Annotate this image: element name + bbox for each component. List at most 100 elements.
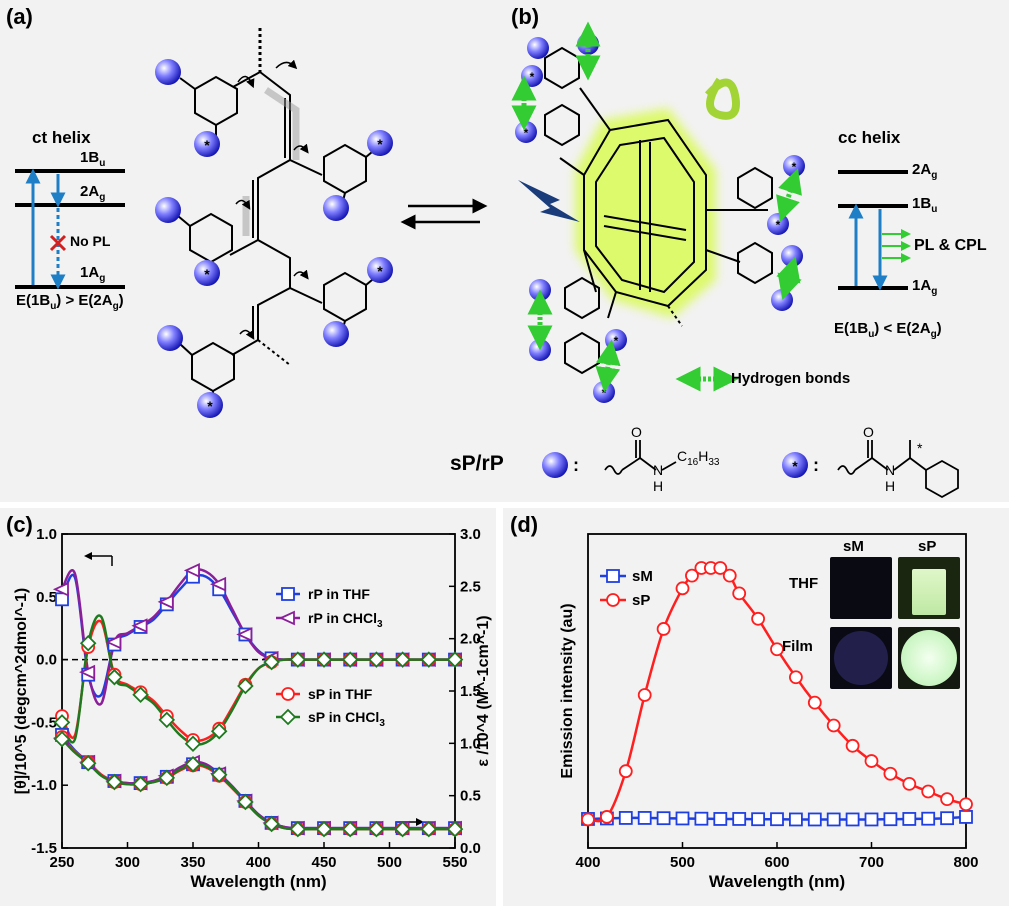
emission-point	[732, 586, 747, 601]
abs-point	[315, 820, 333, 838]
ct-level-1bu: 1Bu	[80, 149, 106, 169]
emission-point	[581, 812, 595, 827]
cd-point	[210, 722, 228, 740]
plain-bead-icon	[542, 452, 568, 478]
inset-row-film: Film	[782, 638, 813, 655]
pl-cpl-label: PL & CPL	[914, 237, 987, 254]
x-tick-label: 400	[575, 854, 600, 871]
amide-o-2: O	[863, 424, 874, 440]
photo-sp-thf	[898, 557, 960, 619]
cd-point	[79, 634, 97, 652]
emission-point	[694, 811, 709, 826]
svg-text:*: *	[207, 398, 213, 414]
x-tick-label: 800	[953, 854, 978, 871]
panel-label-a: (a)	[6, 4, 33, 29]
amide-n-2: N	[885, 462, 896, 478]
right-axis-arrowhead-icon	[416, 818, 424, 826]
y-tick-label-right: 2.0	[460, 631, 481, 648]
emission-point	[618, 811, 633, 825]
legend-marker	[278, 610, 295, 626]
ct-helix-label: cc helix ct helix	[32, 128, 91, 148]
y-tick-label-left: 0.5	[36, 589, 57, 606]
emission-point	[883, 812, 898, 827]
x-tick-label: 550	[442, 854, 467, 871]
emission-point	[921, 811, 936, 826]
abs-point	[106, 773, 123, 791]
cd-point	[315, 651, 333, 668]
ct-helix-text-visible: ct helix	[32, 128, 91, 147]
x-tick-label: 500	[670, 854, 695, 871]
y-tick-label-right: 0.5	[460, 788, 481, 805]
emission-point	[722, 568, 737, 583]
x-tick-label: 250	[49, 854, 74, 871]
hydrogen-bonds-label: Hydrogen bonds	[731, 370, 851, 387]
emission-point	[751, 812, 765, 827]
colon-1: :	[573, 455, 579, 475]
y-tick-label-left: -1.0	[31, 777, 57, 794]
svg-text:*: *	[792, 160, 797, 174]
legend-text: rP in THF	[308, 586, 370, 602]
star-bead-icon	[782, 452, 808, 478]
cd-point	[131, 618, 148, 634]
legend-text: sP in CHCl3	[308, 709, 385, 729]
cd-point	[183, 563, 200, 578]
abs-point	[341, 820, 359, 838]
emission-point	[656, 622, 671, 636]
emission-point	[732, 812, 747, 826]
y-tick-label-right: 0.0	[460, 840, 481, 857]
emission-point	[959, 797, 973, 812]
cd-point	[394, 651, 411, 668]
x-tick-label: 300	[115, 854, 140, 871]
ct-bead-stars: * * * * *	[204, 136, 383, 414]
ct-energy-relation: E(1Bu) > E(2Ag)	[16, 292, 124, 312]
y-tick-label-right: 3.0	[460, 526, 481, 543]
y-axis-label-left: [θ]/10^5 (degcm^2dmol^-1)	[13, 588, 30, 795]
abs-point	[446, 820, 464, 838]
rotation-arrows	[235, 59, 309, 340]
inset-col-sp: sP	[918, 538, 937, 555]
cc-helix-backbone	[559, 87, 768, 327]
svg-text:*: *	[792, 458, 798, 474]
emission-point	[789, 812, 803, 827]
emission-point	[637, 688, 652, 702]
emission-point	[713, 812, 728, 826]
cd-point	[289, 651, 307, 668]
emission-point	[959, 810, 973, 824]
cd-point	[236, 627, 253, 642]
emission-point	[713, 561, 728, 575]
emission-point	[618, 764, 633, 779]
emission-point	[845, 812, 860, 827]
no-pl-cross-icon	[49, 234, 67, 252]
emission-point	[675, 811, 690, 826]
x-tick-label: 600	[764, 854, 789, 871]
abs-point	[132, 775, 149, 793]
colon-2: :	[813, 455, 819, 475]
cd-point	[52, 581, 69, 597]
cc-energy-relation: E(1Bu) < E(2Ag)	[834, 320, 942, 340]
ct-level-2ag: 2Ag	[80, 183, 106, 203]
emission-point	[845, 738, 860, 753]
inset-col-sm: sM	[843, 538, 864, 555]
legend-marker	[606, 593, 620, 607]
cd-point	[157, 594, 174, 610]
equilibrium-arrows	[400, 198, 488, 230]
svg-text:*: *	[524, 126, 529, 140]
y-tick-label-right: 1.0	[460, 735, 481, 752]
photo-sm-thf	[830, 557, 892, 619]
emission-point	[770, 642, 784, 657]
legend-text: sM	[632, 568, 653, 585]
emission-point	[940, 811, 954, 826]
ct-level-1ag: 1Ag	[80, 264, 106, 284]
cd-point	[158, 711, 176, 729]
cd-point	[446, 651, 464, 668]
ct-beads	[155, 59, 393, 418]
polymer-label: sP/rP	[450, 452, 504, 475]
cd-point	[210, 576, 227, 592]
chiral-star: *	[917, 440, 923, 456]
amide-n-1: N	[653, 462, 664, 478]
emission-point	[940, 792, 954, 807]
amide-chain: C16H33	[677, 448, 720, 468]
